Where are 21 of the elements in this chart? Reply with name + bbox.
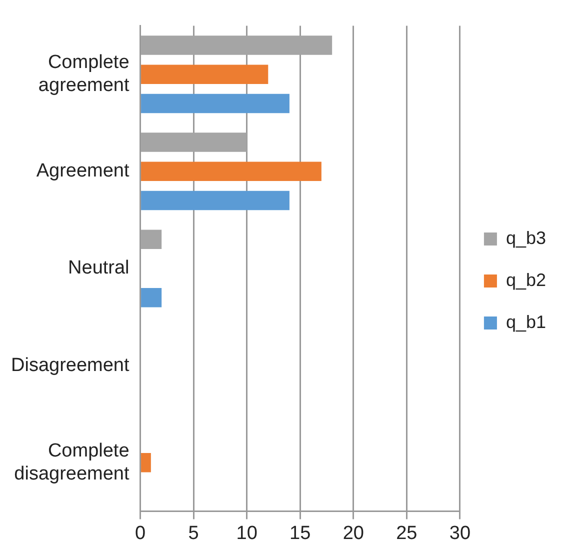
bar bbox=[141, 288, 162, 308]
x-tick-label: 15 bbox=[290, 522, 311, 544]
y-tick-label: Disagreement bbox=[10, 354, 130, 376]
x-tick-label: 10 bbox=[236, 522, 258, 544]
bar bbox=[141, 453, 151, 472]
y-tick-label: Neutral bbox=[68, 258, 130, 279]
x-tick-label: 5 bbox=[188, 522, 199, 544]
legend-label: q_b2 bbox=[506, 270, 546, 290]
x-tick-label: 25 bbox=[396, 522, 418, 544]
x-tick-label: 0 bbox=[134, 522, 146, 544]
y-tick-label: Agreement bbox=[36, 160, 130, 182]
legend-label: q_b1 bbox=[506, 312, 546, 332]
x-tick-label: 20 bbox=[342, 522, 364, 544]
legend-label: q_b3 bbox=[506, 228, 546, 248]
x-tick-label: 30 bbox=[449, 522, 471, 544]
y-tick-label: Complete agreement bbox=[38, 52, 130, 96]
bar bbox=[141, 94, 290, 114]
bar bbox=[141, 190, 290, 210]
bar bbox=[141, 64, 268, 84]
bar bbox=[141, 162, 322, 182]
y-tick-label: Complete disagreement bbox=[14, 440, 130, 484]
